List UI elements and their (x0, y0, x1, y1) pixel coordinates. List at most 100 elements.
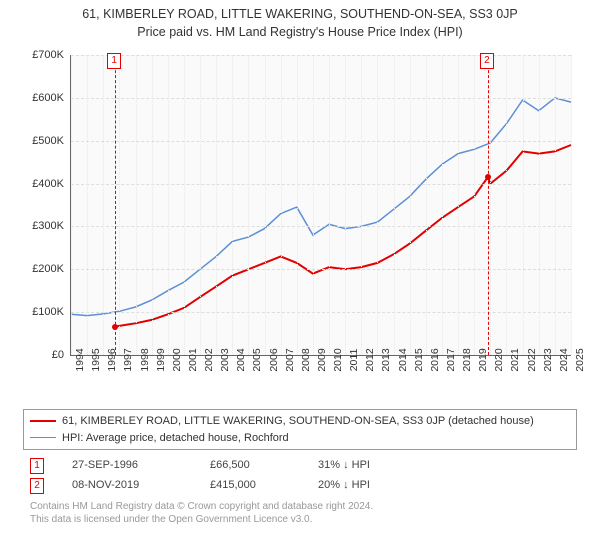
y-tick-label: £600K (20, 92, 64, 104)
gridline-v (103, 55, 104, 355)
gridline-v (87, 55, 88, 355)
x-tick-label: 2012 (364, 348, 376, 371)
x-tick-label: 2025 (574, 348, 586, 371)
x-tick-label: 2003 (219, 348, 231, 371)
x-tick-label: 2024 (558, 348, 570, 371)
x-tick-label: 2000 (171, 348, 183, 371)
legend-row: HPI: Average price, detached house, Roch… (30, 430, 570, 447)
gridline-v (265, 55, 266, 355)
gridline-v (442, 55, 443, 355)
gridline-v (71, 55, 72, 355)
legend-label: HPI: Average price, detached house, Roch… (62, 430, 289, 447)
x-tick-label: 2008 (300, 348, 312, 371)
x-tick-label: 2011 (348, 349, 360, 372)
gridline-v (555, 55, 556, 355)
gridline-v (426, 55, 427, 355)
event-delta: 31% ↓ HPI (318, 456, 370, 476)
chart-title-block: 61, KIMBERLEY ROAD, LITTLE WAKERING, SOU… (0, 0, 600, 41)
gridline-v (313, 55, 314, 355)
gridline-v (361, 55, 362, 355)
gridline-v (248, 55, 249, 355)
gridline-v (136, 55, 137, 355)
gridline-v (329, 55, 330, 355)
y-tick-label: £300K (20, 220, 64, 232)
legend: 61, KIMBERLEY ROAD, LITTLE WAKERING, SOU… (23, 409, 577, 450)
event-price: £415,000 (210, 476, 290, 496)
x-tick-label: 2023 (542, 348, 554, 371)
chart-container: £0£100K£200K£300K£400K£500K£600K£700K199… (20, 45, 580, 405)
sale-dot (485, 174, 491, 180)
x-tick-label: 2020 (493, 348, 505, 371)
y-tick-label: £400K (20, 178, 64, 190)
x-tick-label: 1995 (90, 348, 102, 371)
x-tick-label: 1998 (139, 348, 151, 371)
x-tick-label: 2013 (380, 348, 392, 371)
legend-swatch (30, 420, 56, 422)
x-tick-label: 1997 (122, 348, 134, 371)
gridline-v (490, 55, 491, 355)
x-tick-label: 2001 (187, 348, 199, 371)
gridline-h (71, 141, 571, 142)
gridline-v (168, 55, 169, 355)
plot-area (70, 55, 571, 356)
legend-row: 61, KIMBERLEY ROAD, LITTLE WAKERING, SOU… (30, 413, 570, 430)
gridline-h (71, 98, 571, 99)
event-row: 1 27-SEP-1996 £66,500 31% ↓ HPI (30, 456, 570, 476)
event-row: 2 08-NOV-2019 £415,000 20% ↓ HPI (30, 476, 570, 496)
legend-label: 61, KIMBERLEY ROAD, LITTLE WAKERING, SOU… (62, 413, 534, 430)
gridline-v (281, 55, 282, 355)
y-tick-label: £100K (20, 306, 64, 318)
x-tick-label: 2022 (526, 348, 538, 371)
event-marker: 1 (107, 53, 121, 69)
event-marker: 2 (480, 53, 494, 69)
x-tick-label: 2018 (461, 348, 473, 371)
x-tick-label: 2007 (284, 348, 296, 371)
y-tick-label: £200K (20, 263, 64, 275)
gridline-v (345, 55, 346, 355)
x-tick-label: 2014 (397, 348, 409, 371)
x-tick-label: 1999 (155, 348, 167, 371)
x-tick-label: 1996 (106, 348, 118, 371)
attribution-line2: This data is licensed under the Open Gov… (30, 513, 570, 526)
gridline-v (232, 55, 233, 355)
y-tick-label: £500K (20, 135, 64, 147)
x-tick-label: 2005 (251, 348, 263, 371)
gridline-h (71, 312, 571, 313)
x-tick-label: 2017 (445, 348, 457, 371)
event-table: 1 27-SEP-1996 £66,500 31% ↓ HPI 2 08-NOV-2019… (30, 456, 570, 496)
y-tick-label: £0 (20, 349, 64, 361)
event-delta: 20% ↓ HPI (318, 476, 370, 496)
gridline-v (410, 55, 411, 355)
attribution: Contains HM Land Registry data © Crown c… (30, 500, 570, 526)
x-tick-label: 2010 (332, 348, 344, 371)
title-line2: Price paid vs. HM Land Registry's House … (0, 24, 600, 42)
gridline-v (200, 55, 201, 355)
series-line-hpi (71, 98, 571, 316)
gridline-h (71, 55, 571, 56)
gridline-v (119, 55, 120, 355)
gridline-v (297, 55, 298, 355)
event-marker-icon: 2 (30, 478, 44, 494)
gridline-h (71, 269, 571, 270)
event-date: 08-NOV-2019 (72, 476, 182, 496)
gridline-v (539, 55, 540, 355)
event-price: £66,500 (210, 456, 290, 476)
x-tick-label: 2021 (509, 348, 521, 371)
legend-swatch (30, 437, 56, 438)
title-line1: 61, KIMBERLEY ROAD, LITTLE WAKERING, SOU… (0, 6, 600, 24)
gridline-v (377, 55, 378, 355)
event-marker-icon: 1 (30, 458, 44, 474)
x-tick-label: 2004 (235, 348, 247, 371)
event-guideline (488, 55, 489, 355)
x-tick-label: 2006 (268, 348, 280, 371)
gridline-h (71, 184, 571, 185)
gridline-v (458, 55, 459, 355)
event-guideline (115, 55, 116, 355)
gridline-v (184, 55, 185, 355)
x-tick-label: 1994 (74, 348, 86, 371)
x-tick-label: 2009 (316, 348, 328, 371)
x-tick-label: 2019 (477, 348, 489, 371)
gridline-v (474, 55, 475, 355)
gridline-v (523, 55, 524, 355)
event-date: 27-SEP-1996 (72, 456, 182, 476)
